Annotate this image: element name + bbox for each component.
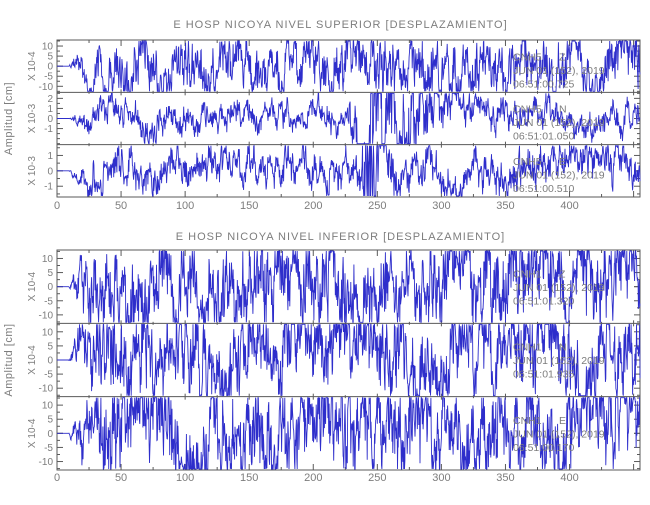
y-tick-label: -10 — [39, 310, 54, 321]
x-tick-label: 150 — [240, 200, 258, 212]
trace-component-label: N — [559, 104, 567, 116]
x-tick-label: 0 — [54, 200, 60, 212]
y-tick-label: 10 — [42, 401, 54, 412]
amplitude-scale-label: X 10-3 — [27, 156, 38, 186]
amplitude-scale-label: X 10-4 — [27, 51, 38, 81]
waveform-cnh1-e — [57, 396, 641, 470]
amplitude-scale-label: X 10-3 — [27, 103, 38, 133]
y-tick-label: 10 — [42, 42, 54, 53]
y-tick-label: 0 — [47, 356, 53, 367]
trace-station-label: CNH5 — [513, 156, 542, 168]
y-tick-label: 5 — [47, 268, 53, 279]
waveform-cnh1-z — [57, 249, 641, 324]
x-tick-label: 400 — [560, 472, 578, 484]
y-tick-label: -5 — [44, 72, 53, 83]
x-tick-label: 250 — [368, 200, 386, 212]
y-axis-label: Amplitud [cm] — [3, 323, 15, 396]
y-tick-label: 10 — [42, 327, 54, 338]
y-tick-label: -5 — [44, 370, 53, 381]
y-tick-label: -10 — [39, 82, 54, 93]
y-tick-label: -10 — [39, 384, 54, 395]
trace-station-label: CNH5 — [513, 51, 542, 63]
y-tick-label: 5 — [47, 341, 53, 352]
panel-superior: E HOSP NICOYA NIVEL SUPERIOR [DESPLAZAMI… — [3, 19, 641, 212]
trace-time-label: 06:51:00.170 — [513, 442, 574, 454]
x-tick-label: 300 — [432, 200, 450, 212]
trace-time-label: 06:51:00.510 — [513, 183, 574, 195]
y-axis-label: Amplitud [cm] — [3, 82, 15, 155]
x-tick-label: 100 — [176, 200, 194, 212]
x-tick-label: 350 — [496, 472, 514, 484]
waveform-cnh5-n — [57, 92, 641, 145]
trace-date-label: JUN 01 (152), 2019 — [513, 65, 605, 77]
trace-time-label: 06:51:01.935 — [513, 369, 574, 381]
panel-title: E HOSP NICOYA NIVEL INFERIOR [DESPLAZAMI… — [176, 231, 505, 243]
trace-component-label: Z — [559, 51, 566, 63]
panel-title: E HOSP NICOYA NIVEL SUPERIOR [DESPLAZAMI… — [173, 19, 507, 31]
trace-station-label: CNH1 — [513, 342, 542, 354]
amplitude-scale-label: X 10-4 — [27, 418, 38, 448]
x-tick-label: 200 — [304, 200, 322, 212]
y-tick-label: 1 — [47, 104, 53, 115]
x-tick-label: 400 — [560, 200, 578, 212]
y-tick-label: -10 — [39, 457, 54, 468]
trace-time-label: 06:51:01.050 — [513, 131, 574, 143]
y-tick-label: -1 — [44, 124, 53, 135]
x-tick-label: 100 — [176, 472, 194, 484]
trace-time-label: 06:51:01.320 — [513, 295, 574, 307]
y-tick-label: 0 — [47, 429, 53, 440]
waveform-cnh1-n — [57, 322, 641, 398]
trace-cnh1-e: 10 5 0 -5 -10X 10-4 CNH1 E JUN 01 (152), 201906… — [27, 396, 641, 470]
y-tick-label: 0 — [47, 62, 53, 73]
trace-date-label: JUN 01 (152), 2019 — [513, 429, 605, 441]
waveform-cnh5-e — [57, 144, 641, 197]
y-tick-label: 1 — [47, 151, 53, 162]
y-tick-label: 0 — [47, 282, 53, 293]
trace-station-label: CNH1 — [513, 268, 542, 280]
x-tick-label: 200 — [304, 472, 322, 484]
y-tick-label: 0 — [47, 114, 53, 125]
amplitude-scale-label: X 10-4 — [27, 345, 38, 375]
x-tick-label: 50 — [115, 200, 127, 212]
x-tick-label: 300 — [432, 472, 450, 484]
trace-date-label: JUN 01 (152), 2019 — [513, 117, 605, 129]
x-tick-label: 250 — [368, 472, 386, 484]
x-tick-label: 0 — [54, 472, 60, 484]
trace-station-label: CNH1 — [513, 415, 542, 427]
y-tick-label: -5 — [44, 296, 53, 307]
trace-date-label: JUN 01 (152), 2019 — [513, 355, 605, 367]
y-tick-label: -1 — [44, 182, 53, 193]
x-tick-label: 150 — [240, 472, 258, 484]
trace-station-label: CNH5 — [513, 104, 542, 116]
y-tick-label: 10 — [42, 254, 54, 265]
trace-component-label: Z — [559, 268, 566, 280]
trace-date-label: JUN 01 (152), 2019 — [513, 282, 605, 294]
trace-cnh1-z: 10 5 0 -5 -10X 10-4 CNH1 Z JUN 01 (152), 201906… — [27, 249, 641, 324]
y-tick-label: -5 — [44, 443, 53, 454]
x-tick-label: 50 — [115, 472, 127, 484]
waveform-cnh5-z — [57, 40, 641, 93]
y-tick-label: 5 — [47, 415, 53, 426]
trace-cnh5-e: 1 0 -1 X 10-3 CNH5 E JUN 01 (152), 201906:51:0… — [27, 144, 641, 197]
trace-component-label: N — [559, 342, 567, 354]
trace-component-label: E — [559, 415, 566, 427]
trace-date-label: JUN 01 (152), 2019 — [513, 170, 605, 182]
trace-component-label: E — [559, 156, 566, 168]
amplitude-scale-label: X 10-4 — [27, 271, 38, 301]
y-tick-label: 2 — [47, 94, 53, 105]
y-tick-label: 0 — [47, 166, 53, 177]
y-tick-label: 5 — [47, 52, 53, 63]
trace-time-label: 06:51:00.725 — [513, 78, 574, 90]
panel-inferior: E HOSP NICOYA NIVEL INFERIOR [DESPLAZAMI… — [3, 231, 641, 484]
x-tick-label: 350 — [496, 200, 514, 212]
